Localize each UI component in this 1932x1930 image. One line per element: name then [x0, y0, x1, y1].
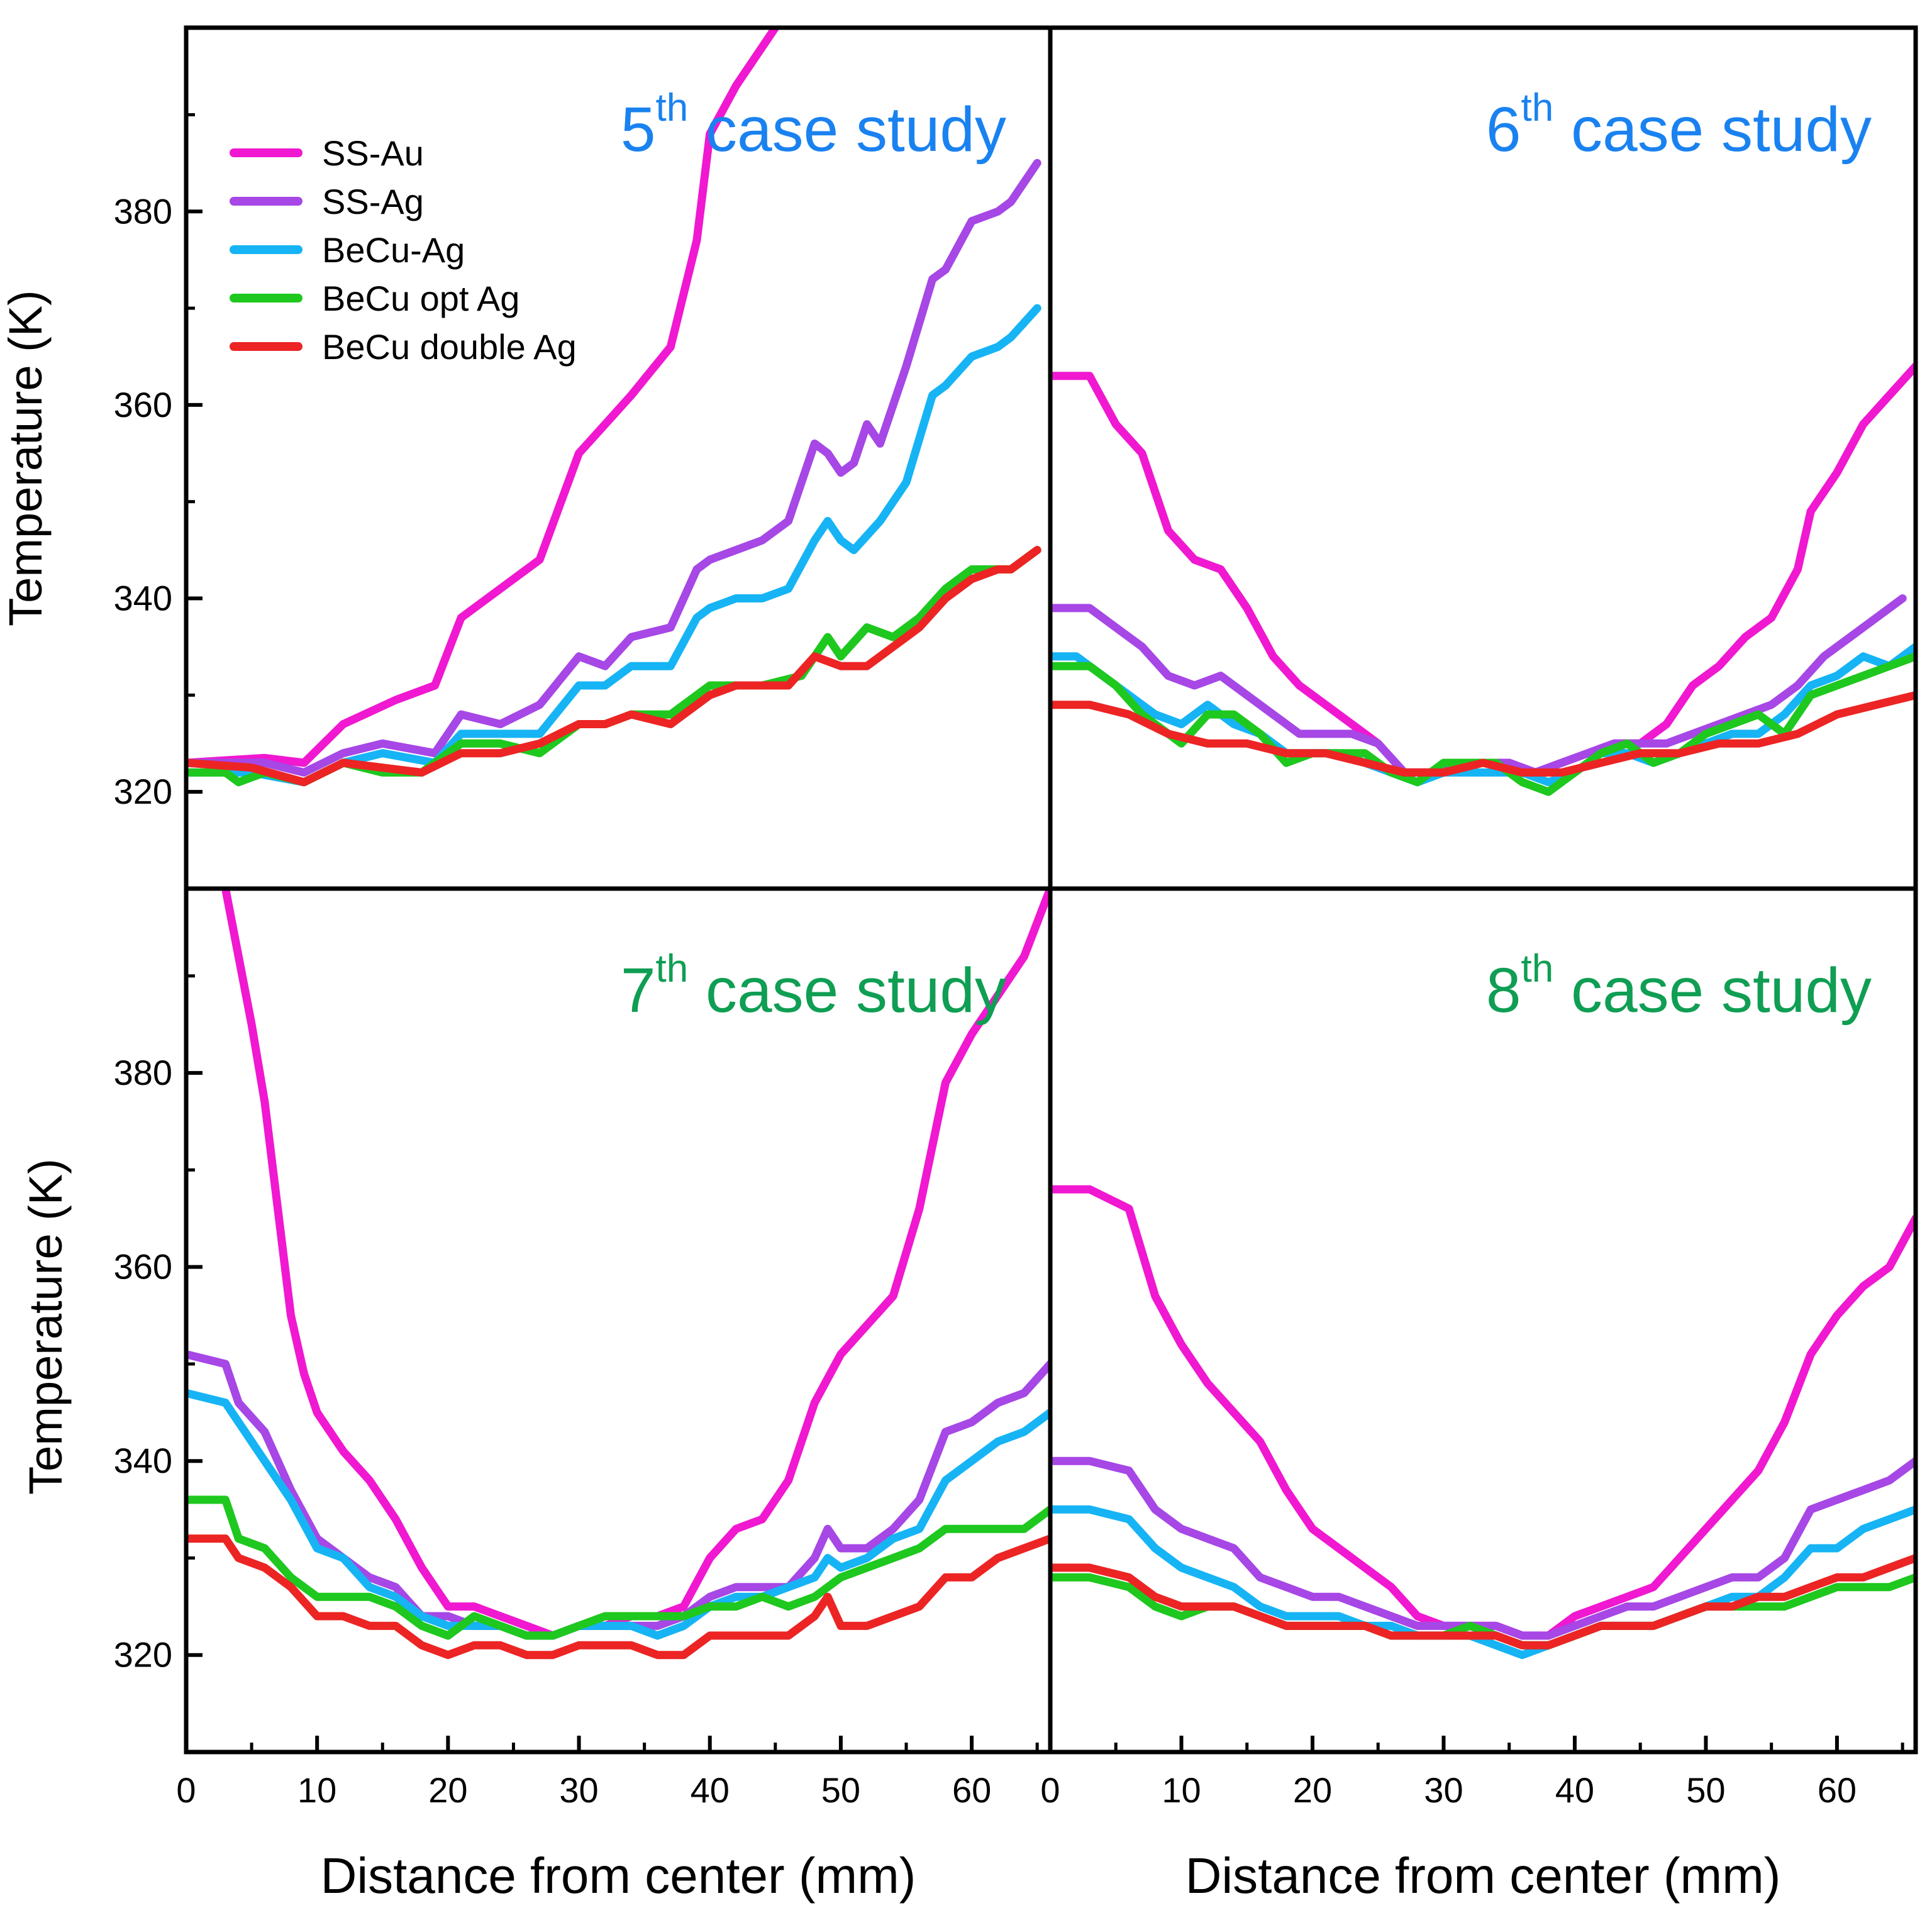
panel-1-series [186, 28, 1041, 787]
series-line-ss-ag [1050, 594, 1907, 777]
plot-lines-layer [186, 28, 1916, 1660]
series-line-becu-double-ag [1050, 690, 1916, 777]
text-layer: 320 340 360 380 320 340 360 380 0 10 20 30 40 50 60 0 10… [0, 86, 1872, 1904]
series-line-becu-double-ag [1050, 1554, 1916, 1650]
panel-title-number: 6 [1486, 94, 1521, 165]
x-tick-label: 0 [1040, 1770, 1060, 1810]
panel-title-text: case study [1553, 955, 1872, 1026]
panel-title-number: 5 [621, 94, 656, 165]
y-tick-label: 320 [114, 1635, 172, 1675]
x-tick-label: 0 [176, 1770, 196, 1810]
y-axis-label: Temperature (K) [19, 1158, 72, 1495]
y-tick-label: 380 [114, 1053, 172, 1092]
series-line-ss-ag [1050, 1456, 1916, 1640]
x-tick-label: 30 [1424, 1770, 1463, 1810]
legend-label: BeCu opt Ag [322, 279, 519, 318]
series-line-becu-opt-ag [186, 546, 1041, 787]
y-tick-label: 340 [114, 1441, 172, 1480]
panel-3-series [186, 889, 1050, 1660]
x-tick-label: 10 [297, 1770, 336, 1810]
x-tick-label: 60 [1818, 1770, 1857, 1810]
x-tick-label: 20 [1293, 1770, 1332, 1810]
series-line-becu-double-ag [186, 1534, 1050, 1660]
x-tick-label: 60 [952, 1770, 991, 1810]
panel-title-superscript: th [655, 947, 688, 990]
x-tick-label: 20 [428, 1770, 467, 1810]
panel-title: 6th case study [1486, 86, 1872, 165]
x-tick-label: 10 [1162, 1770, 1201, 1810]
x-axis-label: Distance from center (mm) [321, 1848, 916, 1904]
legend: SS-Au SS-Ag BeCu-Ag BeCu opt Ag BeCu double … [230, 133, 577, 367]
panel-title: 5th case study [621, 86, 1006, 165]
y-tick-label: 320 [114, 772, 172, 811]
series-line-ss-au [186, 28, 780, 767]
panel-4-series [1050, 1185, 1916, 1660]
y-tick-label: 340 [114, 579, 172, 618]
y-tick-label: 360 [114, 1247, 172, 1287]
series-line-becu-double-ag [186, 546, 1041, 787]
legend-label: SS-Ag [322, 182, 424, 221]
x-tick-label: 50 [1686, 1770, 1725, 1810]
panel-title-number: 7 [621, 955, 656, 1026]
panel-title-text: case study [688, 94, 1006, 165]
x-tick-label: 40 [691, 1770, 730, 1810]
y-tick-label: 360 [114, 385, 172, 424]
panel-title: 7th case study [621, 947, 1006, 1026]
y-tick-label: 380 [114, 191, 172, 231]
y-axis-label: Temperature (K) [0, 290, 52, 626]
x-axis-label: Distance from center (mm) [1185, 1848, 1781, 1904]
panel-title-number: 8 [1486, 955, 1521, 1026]
x-tick-label: 50 [821, 1770, 860, 1810]
series-line-becu-opt-ag [186, 1495, 1050, 1640]
series-line-ss-ag [186, 158, 1041, 777]
ticks-layer [184, 113, 1904, 1752]
series-line-becu-ag [186, 1389, 1050, 1640]
panel-title-superscript: th [1521, 86, 1553, 130]
panel-title-text: case study [688, 955, 1006, 1026]
panel-title-text: case study [1553, 94, 1872, 165]
panel-title-superscript: th [655, 86, 688, 130]
x-tick-label: 30 [559, 1770, 598, 1810]
legend-label: SS-Au [322, 133, 424, 173]
series-line-becu-ag [1050, 1505, 1916, 1660]
legend-label: BeCu-Ag [322, 230, 465, 270]
panel-2-series [1050, 362, 1916, 796]
x-tick-label: 40 [1555, 1770, 1594, 1810]
panel-title-superscript: th [1521, 947, 1553, 990]
series-line-becu-ag [186, 304, 1041, 787]
legend-label: BeCu double Ag [322, 327, 577, 367]
panel-title: 8th case study [1486, 947, 1872, 1026]
